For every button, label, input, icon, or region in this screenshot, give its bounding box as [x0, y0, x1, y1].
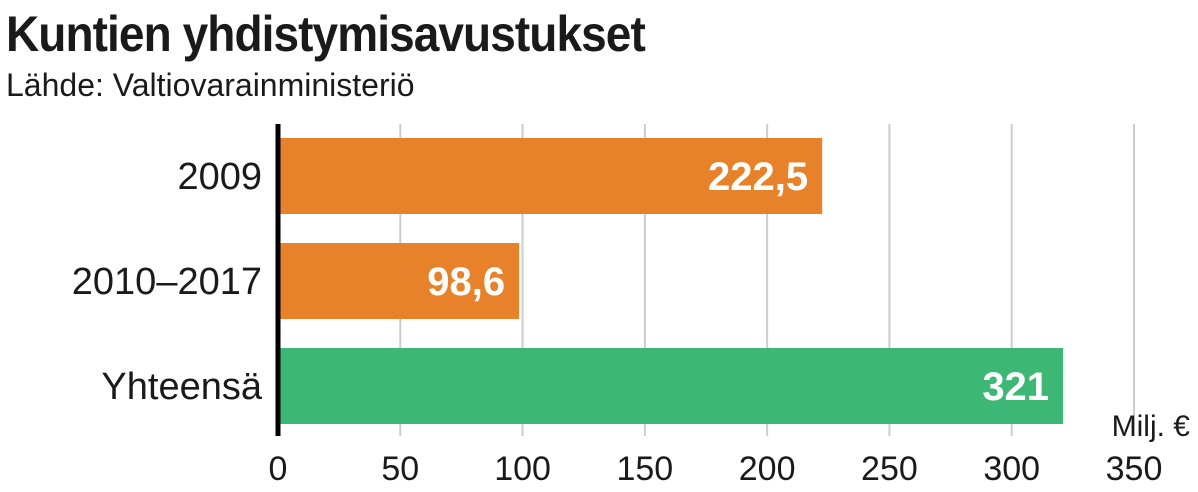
- x-tick-label-250: 250: [861, 450, 918, 488]
- value-label-2: 98,6: [427, 260, 505, 304]
- bar-3: [278, 348, 1064, 424]
- x-tick-label-350: 350: [1106, 450, 1163, 488]
- value-label-1: 222,5: [708, 155, 808, 199]
- labels: 222,5 2009 98,6 2010–2017 321 Yhteensä 0 50 100 1…: [72, 155, 1191, 488]
- x-tick-label-50: 50: [381, 450, 419, 488]
- bar-2: [278, 243, 520, 319]
- category-label-3: Yhteensä: [101, 366, 262, 408]
- x-tick-label-150: 150: [616, 450, 673, 488]
- category-label-2: 2010–2017: [72, 261, 262, 303]
- x-tick-label-200: 200: [739, 450, 796, 488]
- unit-label: Milj. €: [1112, 410, 1191, 443]
- chart-title: Kuntien yhdistymisavustukset: [6, 6, 646, 62]
- bars: [278, 138, 1064, 424]
- bar-1: [278, 138, 823, 214]
- x-tick-label-300: 300: [983, 450, 1040, 488]
- value-label-3: 321: [982, 365, 1049, 409]
- chart-subtitle: Lähde: Valtiovarainministeriö: [6, 67, 415, 103]
- x-tick-label-100: 100: [494, 450, 551, 488]
- x-tick-label-0: 0: [269, 450, 288, 488]
- category-label-1: 2009: [177, 156, 262, 198]
